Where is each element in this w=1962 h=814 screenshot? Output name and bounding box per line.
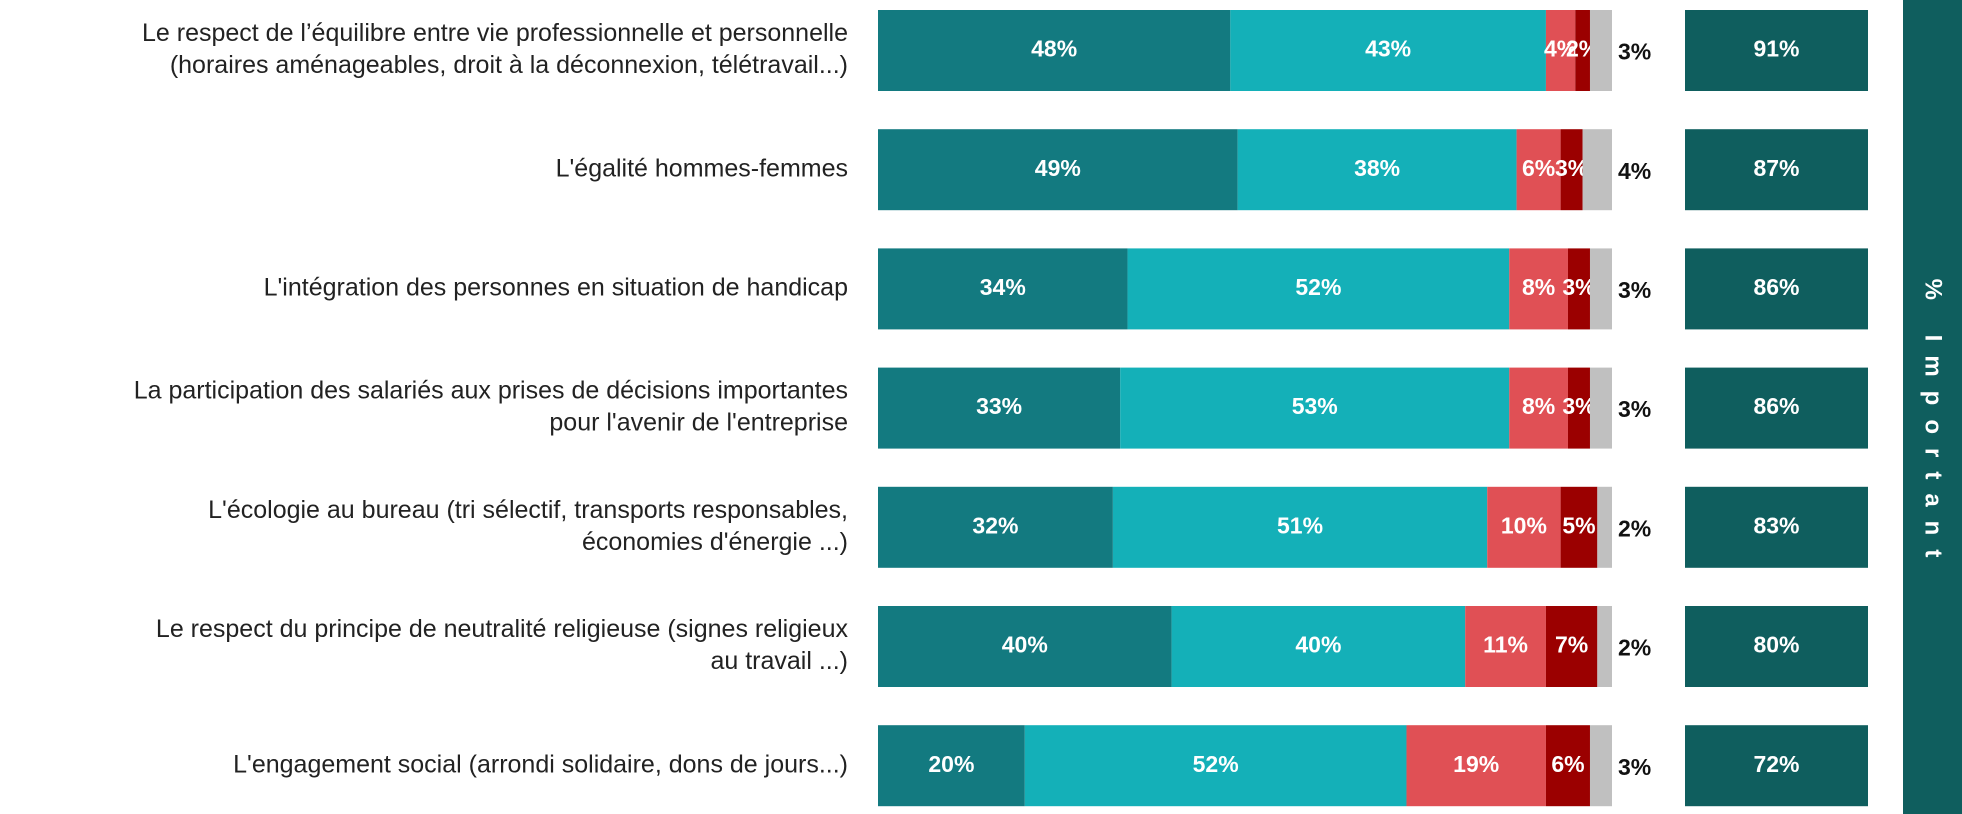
- data-label: 3%: [1618, 754, 1651, 780]
- total-box: [1685, 367, 1868, 449]
- data-label: 8%: [1522, 274, 1555, 300]
- category-label: La participation des salariés aux prises…: [134, 377, 848, 405]
- data-label: 38%: [1354, 155, 1400, 181]
- data-label: 40%: [1002, 632, 1048, 658]
- data-label: 11%: [1483, 632, 1528, 658]
- category-label: (horaires aménageables, droit à la décon…: [170, 51, 848, 79]
- data-label: 20%: [928, 751, 974, 777]
- category-label: au travail ...): [710, 647, 848, 675]
- total-label: 80%: [1753, 632, 1799, 658]
- data-label: 19%: [1453, 751, 1499, 777]
- bar-segment: [878, 725, 1025, 807]
- total-box: [1685, 486, 1868, 568]
- bar-segment: [878, 248, 1128, 330]
- bar-segment: [1112, 486, 1488, 568]
- bar-segment: [1589, 248, 1612, 330]
- bar-segment: [1465, 606, 1546, 687]
- total-label: 83%: [1753, 512, 1799, 538]
- bar-segment: [1171, 606, 1466, 687]
- data-label: 3%: [1618, 39, 1651, 65]
- bar-segment: [1516, 129, 1561, 211]
- total-box: [1685, 725, 1868, 807]
- bar-segment: [1509, 367, 1568, 449]
- bar-segment: [1237, 129, 1517, 211]
- bar-segment: [1120, 367, 1510, 449]
- bar-segment: [878, 129, 1238, 211]
- bar-segment: [1567, 248, 1590, 330]
- data-label: 10%: [1501, 512, 1547, 538]
- data-label: 49%: [1035, 155, 1081, 181]
- data-label: 32%: [972, 512, 1018, 538]
- data-label: 33%: [976, 393, 1022, 419]
- bar-segment: [878, 10, 1231, 91]
- data-label: 52%: [1193, 751, 1239, 777]
- bar-segment: [1560, 129, 1583, 211]
- bar-segment: [1575, 10, 1590, 91]
- bar-segment: [1545, 606, 1598, 687]
- data-label: 34%: [980, 274, 1026, 300]
- data-label: 5%: [1562, 512, 1595, 538]
- category-label: L'écologie au bureau (tri sélectif, tran…: [208, 496, 848, 524]
- bar-segment: [1127, 248, 1510, 330]
- bar-segment: [1597, 486, 1612, 568]
- data-label: 43%: [1365, 36, 1411, 62]
- data-label: 3%: [1618, 396, 1651, 422]
- data-label: 2%: [1618, 635, 1651, 661]
- total-label: 86%: [1753, 393, 1799, 419]
- total-label: 72%: [1753, 751, 1799, 777]
- bar-segment: [1545, 10, 1576, 91]
- data-label: 52%: [1295, 274, 1341, 300]
- total-box: [1685, 10, 1868, 91]
- bar-segment: [878, 367, 1121, 449]
- category-label: L'intégration des personnes en situation…: [264, 274, 848, 302]
- data-label: 2%: [1618, 515, 1651, 541]
- bar-segment: [1589, 367, 1612, 449]
- total-box: [1685, 248, 1868, 330]
- total-box: [1685, 606, 1868, 687]
- data-label: 48%: [1031, 36, 1077, 62]
- bar-segment: [1545, 725, 1590, 807]
- total-label: 87%: [1753, 155, 1799, 181]
- bar-segment: [1406, 725, 1546, 807]
- bar-segment: [1024, 725, 1407, 807]
- data-label: 53%: [1292, 393, 1338, 419]
- category-label: L'engagement social (arrondi solidaire, …: [233, 750, 848, 778]
- bar-segment: [1230, 10, 1546, 91]
- category-label: Le respect du principe de neutralité rel…: [156, 615, 849, 643]
- bar-segment: [1589, 725, 1612, 807]
- data-label: 7%: [1555, 632, 1588, 658]
- data-label: 3%: [1618, 277, 1651, 303]
- data-label: 8%: [1522, 393, 1555, 419]
- bar-segment: [1582, 129, 1612, 211]
- data-label: 51%: [1277, 512, 1323, 538]
- side-label: % Important: [1920, 279, 1947, 572]
- side-panel: [1903, 0, 1962, 814]
- bar-segment: [1509, 248, 1568, 330]
- category-label: pour l'avenir de l'entreprise: [549, 409, 848, 437]
- bar-segment: [1597, 606, 1612, 687]
- data-label: 4%: [1618, 158, 1651, 184]
- bar-segment: [1567, 367, 1590, 449]
- data-label: 6%: [1522, 155, 1555, 181]
- total-label: 91%: [1753, 36, 1799, 62]
- data-label: 40%: [1295, 632, 1341, 658]
- data-label: 6%: [1551, 751, 1584, 777]
- bar-segment: [1487, 486, 1561, 568]
- category-label: économies d'énergie ...): [582, 528, 848, 556]
- bar-segment: [878, 486, 1113, 568]
- bar-segment: [1560, 486, 1598, 568]
- total-box: [1685, 129, 1868, 211]
- category-label: Le respect de l’équilibre entre vie prof…: [142, 19, 848, 47]
- category-label: L'égalité hommes-femmes: [556, 154, 848, 182]
- bar-segment: [1589, 10, 1612, 91]
- bar-segment: [878, 606, 1172, 687]
- data-label: 4%: [1544, 36, 1577, 62]
- total-label: 86%: [1753, 274, 1799, 300]
